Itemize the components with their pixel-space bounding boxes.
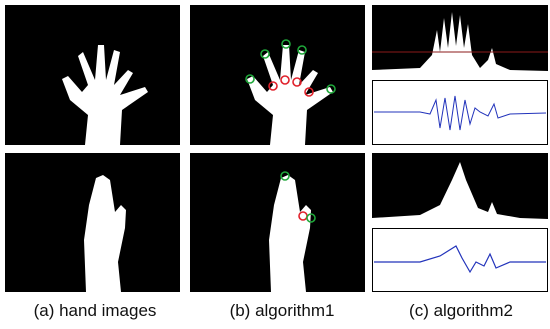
figure: (a) hand images (b) algorithm1 (c) algor…: [0, 0, 550, 329]
caption: (a) hand images: [34, 301, 157, 320]
panel-a: [5, 5, 180, 292]
panel-c: [372, 5, 548, 292]
panel-b: [190, 5, 365, 292]
caption: (c) algorithm2: [409, 301, 513, 320]
caption: (b) algorithm1: [230, 301, 335, 320]
